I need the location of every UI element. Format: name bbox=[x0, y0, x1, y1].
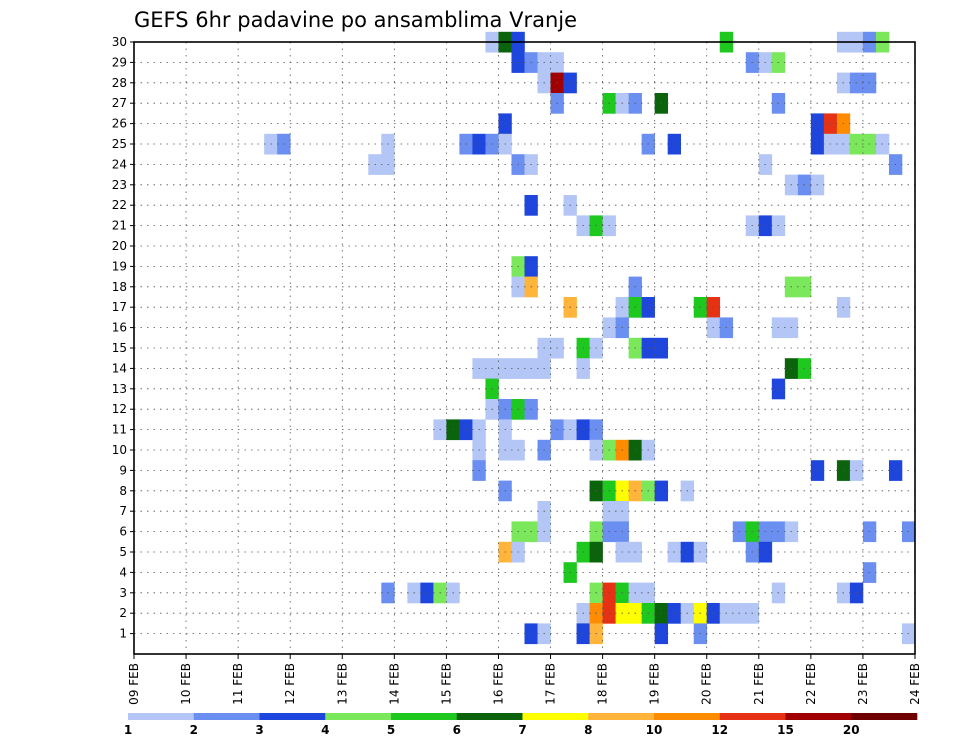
y-tick-label: 27 bbox=[112, 96, 127, 110]
y-tick-label: 21 bbox=[112, 219, 127, 233]
colorbar-segment bbox=[851, 713, 918, 720]
x-tick-label: 13 FEB bbox=[335, 663, 349, 705]
y-tick-label: 18 bbox=[112, 280, 127, 294]
x-tick-label: 11 FEB bbox=[231, 663, 245, 705]
colorbar-label: 1 bbox=[124, 723, 132, 737]
y-tick-label: 15 bbox=[112, 341, 127, 355]
colorbar-label: 2 bbox=[190, 723, 198, 737]
x-tick-label: 10 FEB bbox=[179, 663, 193, 705]
colorbar-label: 7 bbox=[518, 723, 526, 737]
y-tick-label: 30 bbox=[112, 35, 127, 49]
y-tick-label: 4 bbox=[119, 565, 127, 579]
y-tick-label: 16 bbox=[112, 321, 127, 335]
colorbar-label: 15 bbox=[777, 723, 794, 737]
colorbar: 1 2 3 4 5 6 7 8 10 12 15 20 bbox=[124, 713, 918, 737]
y-tick-label: 8 bbox=[119, 484, 127, 498]
chart-title: GEFS 6hr padavine po ansamblima Vranje bbox=[134, 8, 577, 32]
colorbar-segment bbox=[456, 713, 523, 720]
y-tick-label: 28 bbox=[112, 76, 127, 90]
y-tick-label: 26 bbox=[112, 117, 127, 131]
x-tick-label: 20 FEB bbox=[700, 663, 714, 705]
colorbar-label: 20 bbox=[843, 723, 860, 737]
colorbar-segment bbox=[259, 713, 326, 720]
colorbar-label: 12 bbox=[711, 723, 728, 737]
y-tick-label: 9 bbox=[119, 463, 127, 477]
colorbar-label: 4 bbox=[321, 723, 329, 737]
x-tick-label: 14 FEB bbox=[387, 663, 401, 705]
y-tick-label: 7 bbox=[119, 504, 127, 518]
y-tick-label: 2 bbox=[119, 606, 127, 620]
colorbar-segment bbox=[654, 713, 721, 720]
y-tick-label: 17 bbox=[112, 300, 127, 314]
x-tick-label: 12 FEB bbox=[283, 663, 297, 705]
x-tick-label: 19 FEB bbox=[648, 663, 662, 705]
x-tick-label: 17 FEB bbox=[544, 663, 558, 705]
colorbar-segment bbox=[588, 713, 655, 720]
y-axis: 1234567891011121314151617181920212223242… bbox=[112, 35, 134, 641]
y-tick-label: 13 bbox=[112, 382, 127, 396]
colorbar-segment bbox=[785, 713, 852, 720]
colorbar-label: 3 bbox=[255, 723, 263, 737]
x-axis: 09 FEB 10 FEB 11 FEB 12 FEB 13 FEB 14 FEB 15 F… bbox=[127, 654, 922, 705]
colorbar-segment bbox=[522, 713, 589, 720]
y-tick-label: 11 bbox=[112, 423, 127, 437]
y-tick-label: 19 bbox=[112, 259, 127, 273]
y-tick-label: 25 bbox=[112, 137, 127, 151]
x-tick-label: 22 FEB bbox=[804, 663, 818, 705]
colorbar-label: 8 bbox=[584, 723, 592, 737]
x-tick-label: 16 FEB bbox=[492, 663, 506, 705]
y-tick-label: 14 bbox=[112, 361, 127, 375]
plot-frame bbox=[133, 41, 916, 655]
x-tick-label: 24 FEB bbox=[908, 663, 922, 705]
colorbar-segment bbox=[128, 713, 195, 720]
y-tick-label: 23 bbox=[112, 178, 127, 192]
y-tick-label: 5 bbox=[119, 545, 127, 559]
y-tick-label: 3 bbox=[119, 586, 127, 600]
x-tick-label: 23 FEB bbox=[856, 663, 870, 705]
grid-layer bbox=[134, 41, 915, 654]
y-tick-label: 24 bbox=[112, 157, 127, 171]
x-tick-label: 21 FEB bbox=[752, 663, 766, 705]
colorbar-segment bbox=[325, 713, 392, 720]
colorbar-segment bbox=[719, 713, 786, 720]
x-tick-label: 15 FEB bbox=[439, 663, 453, 705]
y-tick-label: 1 bbox=[119, 627, 127, 641]
colorbar-segment bbox=[193, 713, 260, 720]
x-tick-label: 09 FEB bbox=[127, 663, 141, 705]
y-tick-label: 10 bbox=[112, 443, 127, 457]
y-tick-label: 22 bbox=[112, 198, 127, 212]
y-tick-label: 12 bbox=[112, 402, 127, 416]
y-tick-label: 20 bbox=[112, 239, 127, 253]
colorbar-label: 5 bbox=[387, 723, 395, 737]
colorbar-label: 6 bbox=[453, 723, 461, 737]
colorbar-label: 10 bbox=[646, 723, 663, 737]
x-tick-label: 18 FEB bbox=[596, 663, 610, 705]
y-tick-label: 6 bbox=[119, 525, 127, 539]
y-tick-label: 29 bbox=[112, 55, 127, 69]
colorbar-segment bbox=[391, 713, 458, 720]
